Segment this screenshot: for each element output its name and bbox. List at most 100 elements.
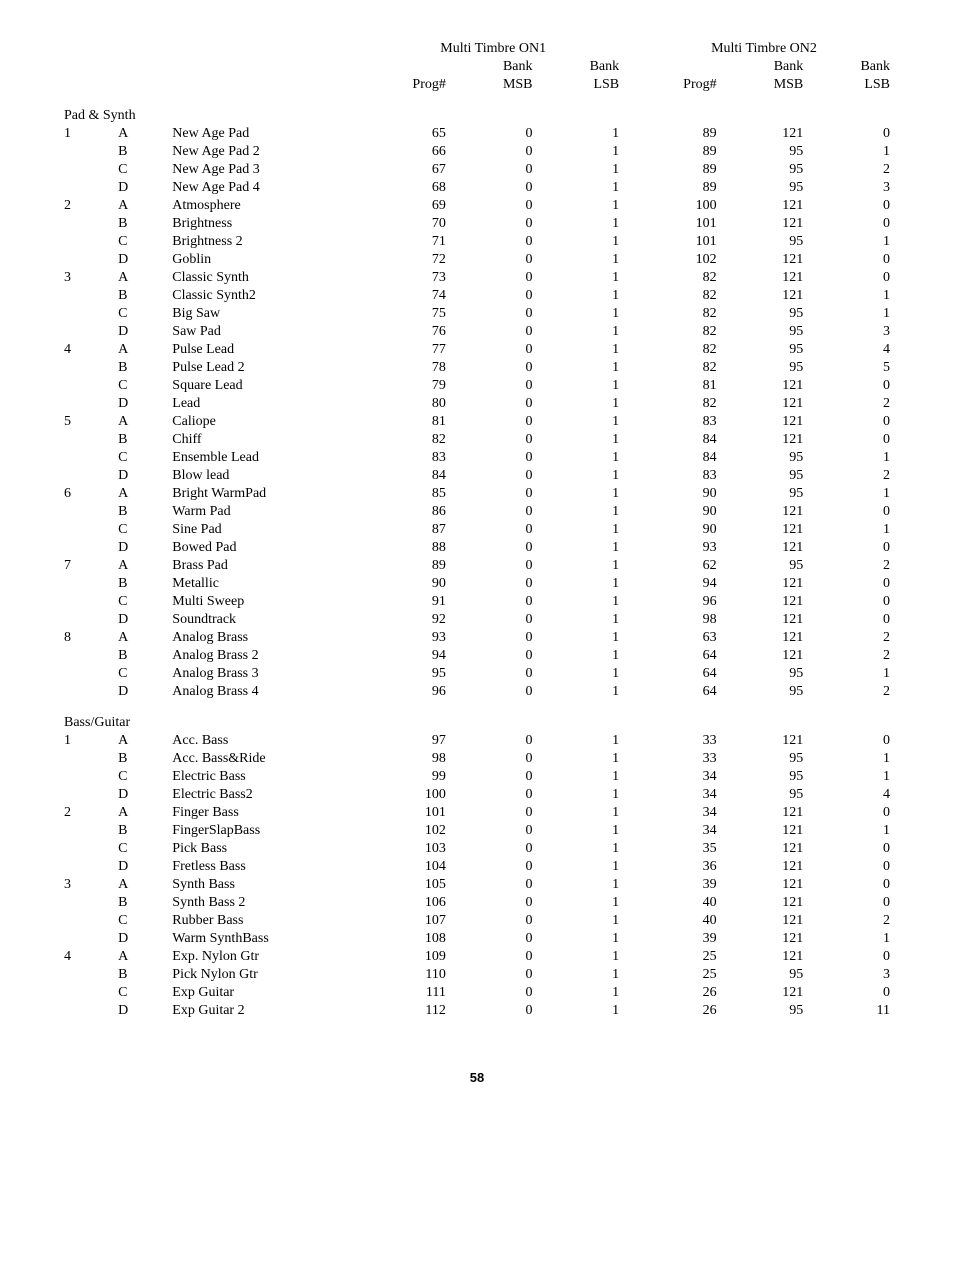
cell-m1: 0 [450,179,537,197]
variant-letter: A [114,732,168,750]
group-number: 8 [60,629,114,647]
group-number [60,858,114,876]
cell-l1: 1 [537,413,624,431]
cell-l2: 1 [807,233,894,251]
cell-l1: 1 [537,359,624,377]
cell-m1: 0 [450,1002,537,1020]
cell-l2: 2 [807,647,894,665]
table-row: 2AAtmosphere69011001210 [60,197,894,215]
patch-name: Pick Bass [168,840,363,858]
cell-p1: 92 [363,611,450,629]
table-header: Multi Timbre ON1 Multi Timbre ON2 Bank B… [60,40,894,94]
group-number: 7 [60,557,114,575]
cell-p1: 105 [363,876,450,894]
variant-letter: B [114,431,168,449]
cell-m1: 0 [450,377,537,395]
cell-p2: 34 [634,822,721,840]
cell-l2: 0 [807,377,894,395]
cell-m1: 0 [450,768,537,786]
cell-m1: 0 [450,966,537,984]
cell-m1: 0 [450,912,537,930]
cell-p1: 103 [363,840,450,858]
cell-p2: 25 [634,948,721,966]
patch-name: Exp Guitar 2 [168,1002,363,1020]
table-row: 7ABrass Pad890162952 [60,557,894,575]
cell-m2: 121 [721,593,808,611]
cell-m2: 121 [721,503,808,521]
cell-p2: 82 [634,287,721,305]
patch-name: Atmosphere [168,197,363,215]
patch-name: Square Lead [168,377,363,395]
variant-letter: D [114,251,168,269]
group-number [60,840,114,858]
group-number: 3 [60,876,114,894]
variant-letter: B [114,215,168,233]
cell-p1: 69 [363,197,450,215]
cell-l1: 1 [537,750,624,768]
cell-m1: 0 [450,125,537,143]
variant-letter: C [114,912,168,930]
cell-m2: 121 [721,395,808,413]
cell-p1: 77 [363,341,450,359]
cell-p1: 102 [363,822,450,840]
group-number: 1 [60,125,114,143]
table-body: Pad & Synth1ANew Age Pad6501891210BNew A… [60,94,894,1020]
table-row: DSoundtrack9201981210 [60,611,894,629]
table-row: DLead8001821212 [60,395,894,413]
cell-p1: 76 [363,323,450,341]
cell-l1: 1 [537,822,624,840]
cell-p1: 80 [363,395,450,413]
variant-letter: A [114,557,168,575]
cell-p2: 101 [634,215,721,233]
group-number: 1 [60,732,114,750]
header-group2: Multi Timbre ON2 [634,40,894,58]
cell-l1: 1 [537,521,624,539]
patch-name: Analog Brass [168,629,363,647]
cell-l2: 0 [807,269,894,287]
variant-letter: B [114,143,168,161]
cell-l2: 2 [807,395,894,413]
patch-name: Brightness 2 [168,233,363,251]
patch-name: Caliope [168,413,363,431]
group-number [60,143,114,161]
patch-name: Goblin [168,251,363,269]
cell-l1: 1 [537,287,624,305]
cell-l2: 4 [807,341,894,359]
cell-l2: 0 [807,876,894,894]
cell-p2: 90 [634,485,721,503]
cell-p2: 33 [634,750,721,768]
cell-l2: 1 [807,449,894,467]
table-row: BChiff8201841210 [60,431,894,449]
cell-m1: 0 [450,197,537,215]
cell-m2: 121 [721,822,808,840]
cell-m2: 121 [721,575,808,593]
variant-letter: A [114,197,168,215]
cell-m2: 95 [721,143,808,161]
header-bank1: Bank [450,58,537,76]
group-number [60,377,114,395]
patch-name: Electric Bass2 [168,786,363,804]
cell-m1: 0 [450,287,537,305]
cell-m1: 0 [450,413,537,431]
patch-name: New Age Pad [168,125,363,143]
table-row: BBrightness70011011210 [60,215,894,233]
cell-l1: 1 [537,930,624,948]
cell-m1: 0 [450,269,537,287]
cell-p1: 106 [363,894,450,912]
header-lsb2: LSB [807,76,894,94]
variant-letter: D [114,858,168,876]
cell-p2: 63 [634,629,721,647]
table-row: 4AExp. Nylon Gtr10901251210 [60,948,894,966]
cell-p2: 90 [634,521,721,539]
cell-l1: 1 [537,768,624,786]
cell-p1: 107 [363,912,450,930]
table-row: DSaw Pad760182953 [60,323,894,341]
patch-name: Pick Nylon Gtr [168,966,363,984]
table-row: BNew Age Pad 2660189951 [60,143,894,161]
group-number [60,1002,114,1020]
table-row: BPick Nylon Gtr1100125953 [60,966,894,984]
cell-m2: 95 [721,233,808,251]
cell-l2: 1 [807,143,894,161]
variant-letter: D [114,323,168,341]
cell-p1: 108 [363,930,450,948]
